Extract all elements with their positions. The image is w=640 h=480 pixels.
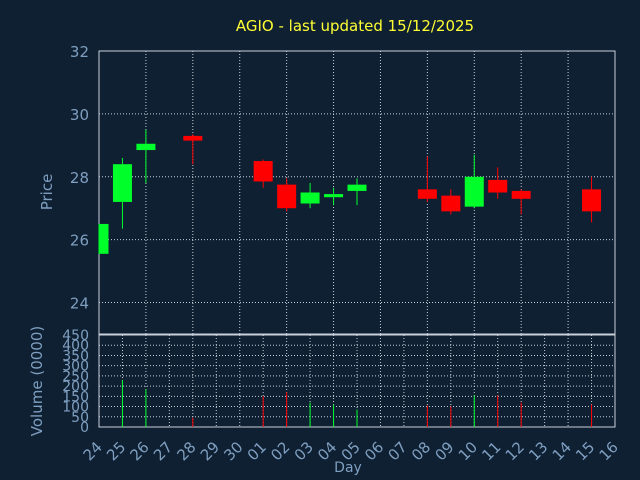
volume-tick-label: 250 <box>62 369 89 385</box>
x-tick-labels: 2425262728293001020304050607080910111213… <box>80 438 622 464</box>
candle-body <box>99 223 109 254</box>
price-panel: 24 26 28 30 32 <box>70 43 616 335</box>
volume-tick-label: 350 <box>62 348 89 364</box>
price-tick-label: 32 <box>70 43 89 61</box>
x-tick-label: 25 <box>103 438 129 464</box>
volume-tick-label: 200 <box>62 379 89 395</box>
candle-body <box>324 194 344 198</box>
x-tick-label: 14 <box>549 438 575 464</box>
candle-body <box>183 135 203 141</box>
candle-body <box>488 179 508 193</box>
price-frame <box>98 50 616 335</box>
candle-body <box>300 192 320 204</box>
x-tick-label: 12 <box>502 438 528 464</box>
x-tick-label: 07 <box>385 438 411 464</box>
candle-body <box>417 189 437 199</box>
x-tick-label: 06 <box>361 438 387 464</box>
volume-tick-label: 50 <box>71 410 89 426</box>
x-tick-label: 27 <box>150 438 176 464</box>
candle-body <box>511 190 531 199</box>
x-tick-label: 30 <box>220 438 246 464</box>
x-tick-label: 13 <box>525 438 551 464</box>
x-tick-label: 29 <box>197 438 223 464</box>
x-tick-label: 11 <box>478 438 504 464</box>
x-tick-label: 09 <box>431 438 457 464</box>
x-tick-label: 26 <box>127 438 153 464</box>
volume-tick-label: 450 <box>62 328 89 344</box>
candle-body <box>464 176 484 207</box>
chart-title: AGIO - last updated 15/12/2025 <box>236 17 474 35</box>
x-tick-label: 03 <box>291 438 317 464</box>
price-tick-label: 30 <box>70 106 89 124</box>
x-tick-label: 24 <box>80 438 106 464</box>
volume-tick-label: 100 <box>62 400 89 416</box>
price-tick-label: 24 <box>70 295 89 313</box>
x-tick-label: 02 <box>267 438 293 464</box>
volume-tick-label: 300 <box>62 359 89 375</box>
x-axis-label: Day <box>334 460 362 476</box>
x-tick-label: 16 <box>596 438 622 464</box>
x-tick-label: 08 <box>408 438 434 464</box>
volume-tick-label: 0 <box>80 420 89 436</box>
price-axis-label: Price <box>38 174 56 211</box>
x-tick-label: 10 <box>455 438 481 464</box>
x-tick-label: 15 <box>572 438 598 464</box>
volume-tick-label: 150 <box>62 389 89 405</box>
x-tick-label: 01 <box>244 438 270 464</box>
candle-body <box>112 164 132 202</box>
candle-body <box>277 184 297 209</box>
candle-body <box>347 184 367 191</box>
candle-body <box>441 195 461 212</box>
candle-body <box>582 189 602 212</box>
price-tick-label: 28 <box>70 169 89 187</box>
volume-tick-label: 400 <box>62 338 89 354</box>
x-tick-label: 28 <box>173 438 199 464</box>
candle-body <box>253 161 273 182</box>
price-tick-label: 26 <box>70 232 89 250</box>
candle-body <box>136 143 156 151</box>
volume-axis-label: Volume (0000) <box>28 326 46 436</box>
